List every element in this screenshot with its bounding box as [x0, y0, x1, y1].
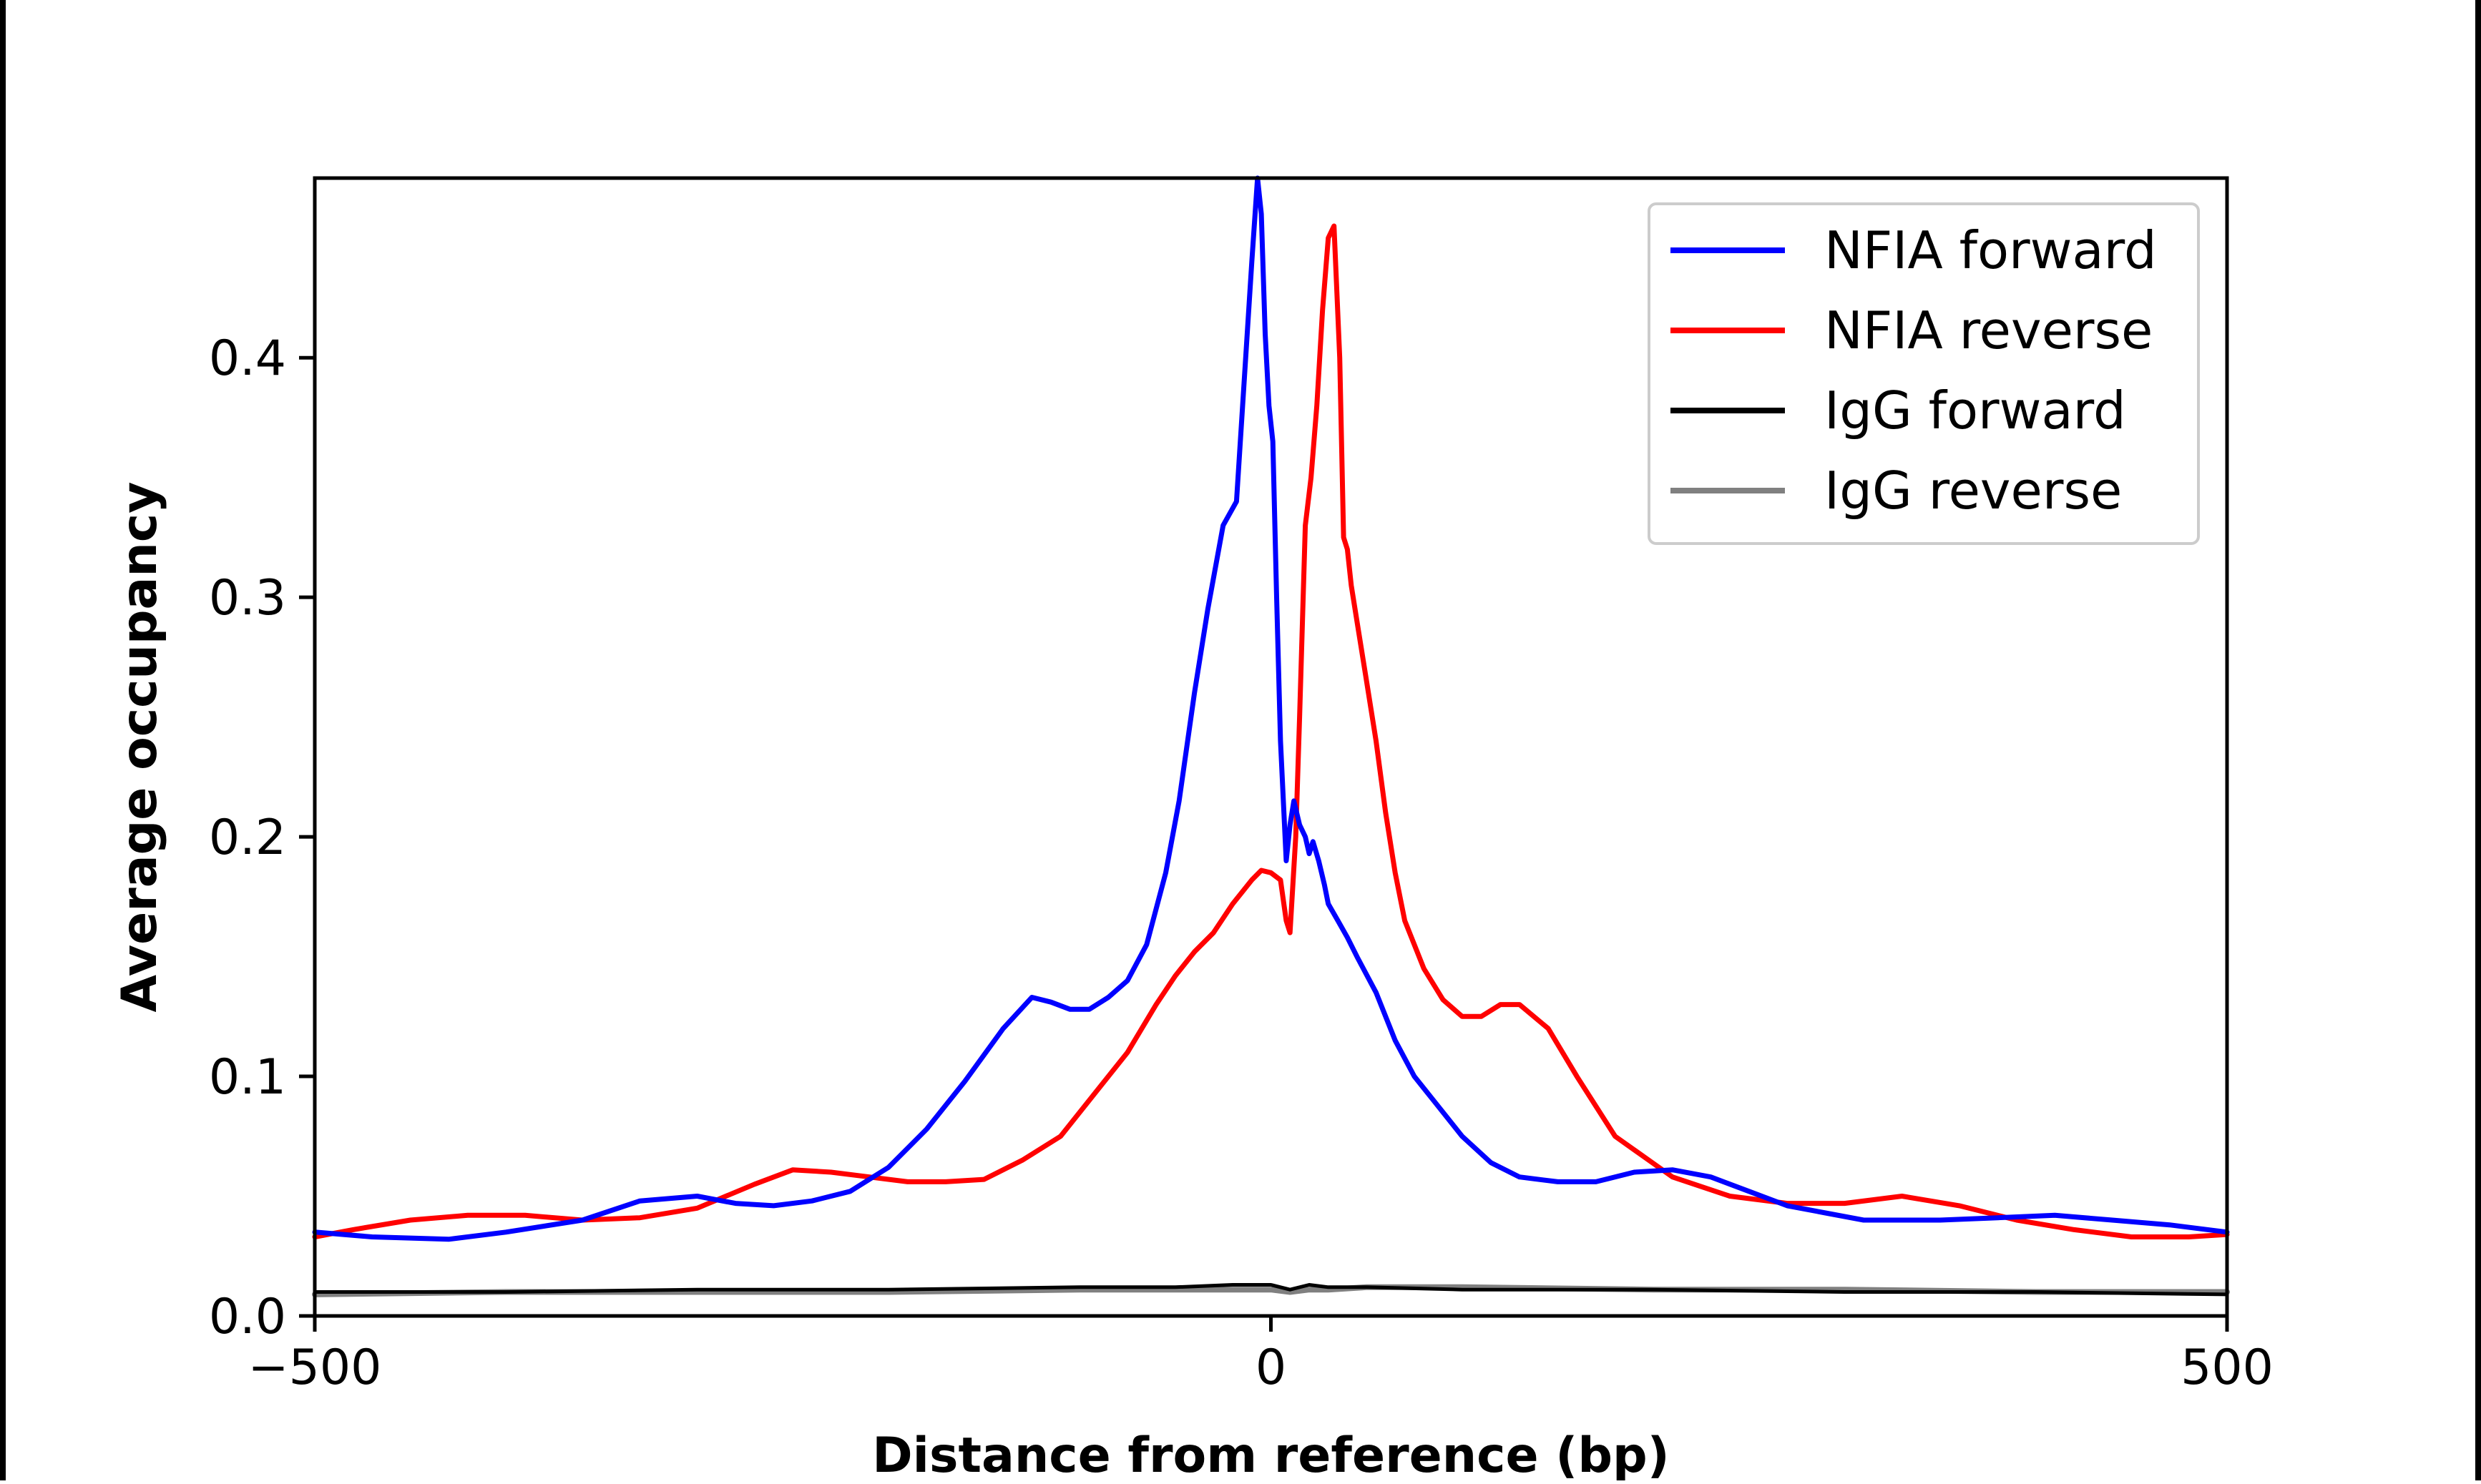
y-tick-label: 0.2	[209, 810, 286, 866]
left-border	[0, 0, 6, 1480]
y-tick-label: 0.3	[209, 570, 286, 626]
y-axis-label: Average occupancy	[112, 482, 168, 1013]
y-tick-label: 0.4	[209, 330, 286, 387]
legend-label: NFIA reverse	[1824, 300, 2153, 360]
series-line-igg-forward	[313, 1283, 2229, 1297]
plot-lines	[312, 175, 2230, 1297]
x-tick-label: −500	[248, 1340, 382, 1396]
x-axis: −500 0 500	[248, 1316, 2274, 1396]
series-line-nfia-forward	[312, 175, 2230, 1242]
x-axis-label: Distance from reference (bp)	[872, 1428, 1670, 1480]
legend-label: IgG reverse	[1824, 461, 2122, 521]
legend: NFIA forward NFIA reverse IgG forward IgG r…	[1648, 202, 2200, 545]
y-axis: 0.0 0.1 0.2 0.3 0.4	[209, 330, 315, 1345]
legend-label: IgG forward	[1824, 380, 2126, 441]
legend-box	[1648, 202, 2200, 545]
x-tick-label: 500	[2181, 1340, 2274, 1396]
right-border	[2475, 0, 2481, 1480]
y-tick-label: 0.1	[209, 1049, 286, 1106]
y-tick-label: 0.0	[209, 1289, 286, 1345]
legend-label: NFIA forward	[1824, 220, 2157, 280]
x-tick-label: 0	[1256, 1340, 1286, 1396]
